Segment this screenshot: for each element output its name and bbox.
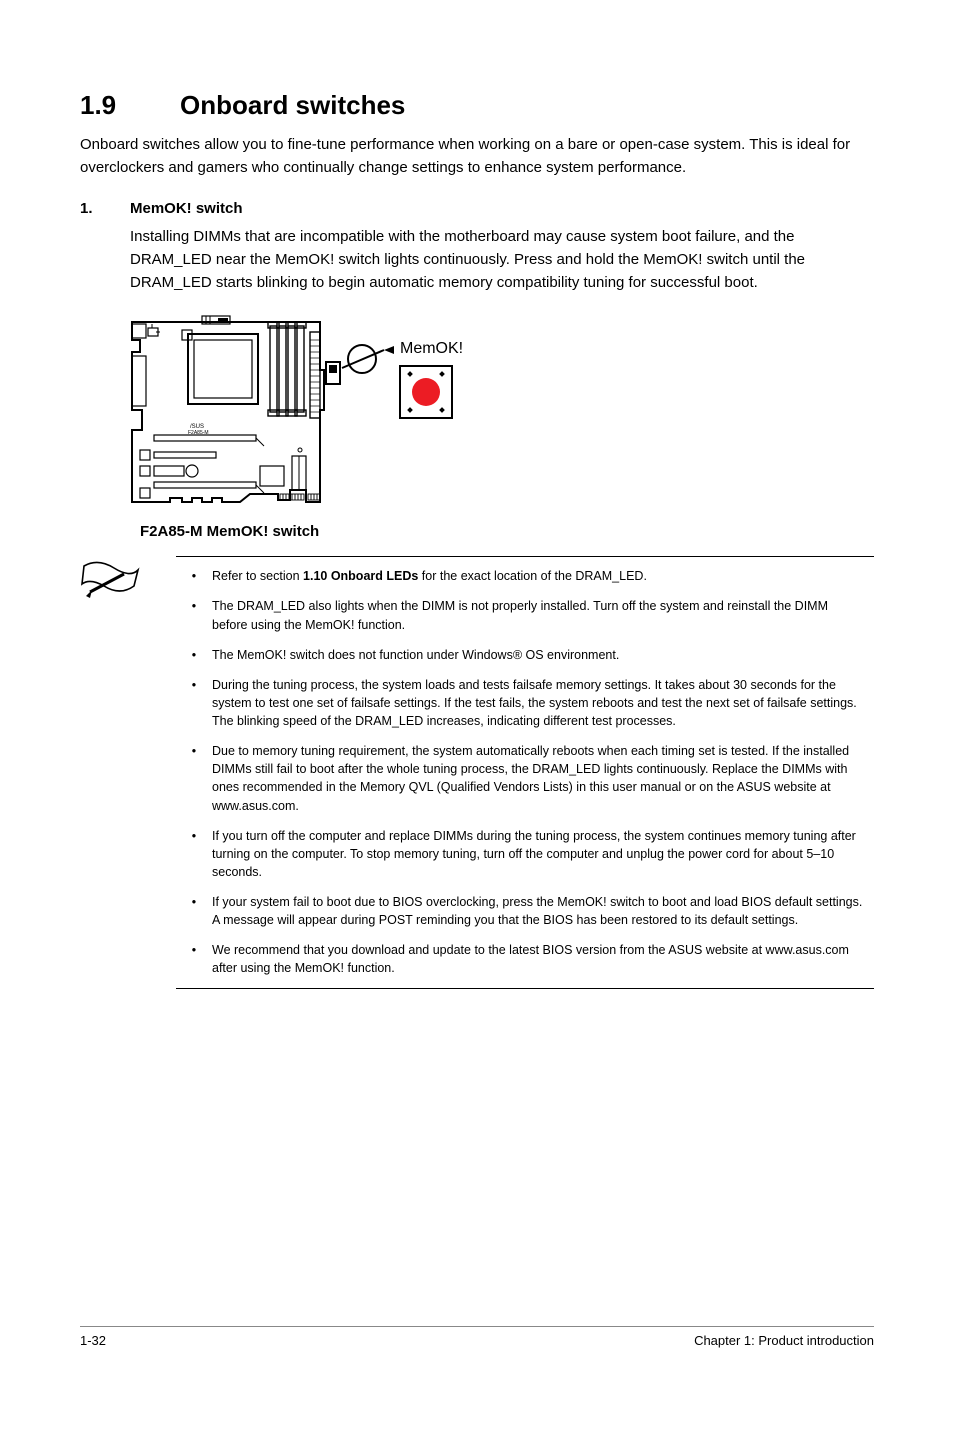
memok-button-icon [412, 378, 440, 406]
board-model-label: F2A85-M [188, 430, 209, 436]
note-item: • We recommend that you download and upd… [176, 941, 874, 977]
intro-paragraph: Onboard switches allow you to fine-tune … [80, 133, 874, 180]
note-item: • Due to memory tuning requirement, the … [176, 742, 874, 815]
subsection-number: 1. [80, 200, 130, 217]
note-icon-column [80, 556, 176, 611]
bullet-icon: • [176, 646, 212, 664]
note-text: We recommend that you download and updat… [212, 941, 874, 977]
memok-label: MemOK! [400, 340, 463, 357]
diagram-caption: F2A85-M MemOK! switch [140, 523, 874, 540]
note-section: • Refer to section 1.10 Onboard LEDs for… [80, 556, 874, 988]
note-list: • Refer to section 1.10 Onboard LEDs for… [176, 556, 874, 988]
note-text: The MemOK! switch does not function unde… [212, 646, 874, 664]
note-item: • The MemOK! switch does not function un… [176, 646, 874, 664]
subsection-heading: 1. MemOK! switch [80, 200, 874, 217]
note-text: The DRAM_LED also lights when the DIMM i… [212, 597, 874, 633]
bullet-icon: • [176, 567, 212, 585]
note-pencil-icon [80, 560, 142, 606]
note-item: • The DRAM_LED also lights when the DIMM… [176, 597, 874, 633]
bullet-icon: • [176, 941, 212, 977]
note-text: During the tuning process, the system lo… [212, 676, 874, 730]
page-footer: 1-32 Chapter 1: Product introduction [80, 1326, 874, 1348]
note-text: If your system fail to boot due to BIOS … [212, 893, 874, 929]
subsection-body: Installing DIMMs that are incompatible w… [130, 225, 874, 295]
note-item: • If you turn off the computer and repla… [176, 827, 874, 881]
motherboard-diagram: /SUS F2A85-M MemOK! [130, 310, 874, 515]
page-container: 1.9Onboard switches Onboard switches all… [0, 0, 954, 1380]
bullet-icon: • [176, 827, 212, 881]
bullet-icon: • [176, 893, 212, 929]
subsection-title: MemOK! switch [130, 200, 243, 217]
bullet-icon: • [176, 742, 212, 815]
bullet-icon: • [176, 597, 212, 633]
page-number: 1-32 [80, 1333, 106, 1348]
section-title: Onboard switches [180, 90, 405, 120]
section-heading: 1.9Onboard switches [80, 90, 874, 121]
note-item: • During the tuning process, the system … [176, 676, 874, 730]
note-text: If you turn off the computer and replace… [212, 827, 874, 881]
note-item: • Refer to section 1.10 Onboard LEDs for… [176, 567, 874, 585]
section-number: 1.9 [80, 90, 180, 121]
note-text: Refer to section 1.10 Onboard LEDs for t… [212, 567, 874, 585]
note-text: Due to memory tuning requirement, the sy… [212, 742, 874, 815]
chapter-label: Chapter 1: Product introduction [694, 1333, 874, 1348]
bullet-icon: • [176, 676, 212, 730]
note-item: • If your system fail to boot due to BIO… [176, 893, 874, 929]
